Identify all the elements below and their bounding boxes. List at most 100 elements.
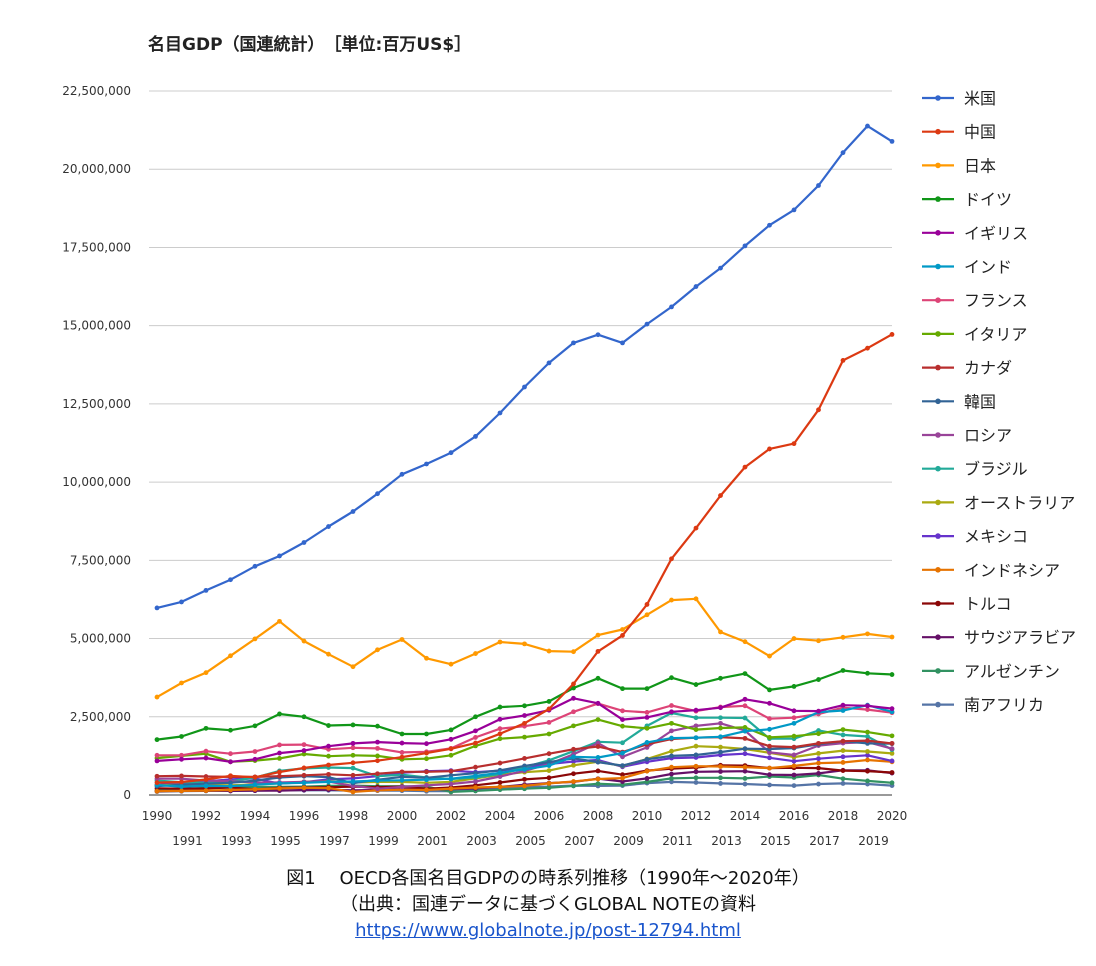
- data-point: [546, 731, 552, 737]
- data-point: [350, 664, 356, 670]
- data-point: [154, 758, 160, 764]
- x-tick-label: 2019: [858, 834, 889, 848]
- data-point: [865, 670, 870, 676]
- source-link[interactable]: https://www.globalnote.jp/post-12794.htm…: [355, 920, 741, 941]
- data-point: [620, 340, 625, 346]
- x-tick-label: 2015: [760, 834, 791, 848]
- data-point: [277, 773, 282, 779]
- data-point: [154, 605, 160, 611]
- data-point: [399, 784, 405, 790]
- data-point: [718, 675, 723, 681]
- series-lines: [154, 123, 895, 795]
- data-point: [644, 740, 650, 745]
- data-point: [718, 720, 723, 726]
- data-point: [179, 788, 184, 794]
- data-point: [816, 781, 821, 787]
- data-point: [424, 731, 429, 737]
- data-point: [203, 748, 209, 754]
- data-point: [889, 770, 895, 775]
- data-point: [350, 772, 356, 778]
- legend-marker: [935, 128, 941, 135]
- data-point: [252, 723, 258, 729]
- data-point: [326, 651, 331, 657]
- data-point: [448, 772, 454, 778]
- legend-item: ドイツ: [922, 190, 1012, 209]
- series-14: [154, 757, 895, 795]
- data-point: [179, 599, 184, 605]
- data-point: [595, 776, 601, 782]
- data-point: [742, 751, 748, 757]
- data-point: [473, 735, 478, 740]
- data-point: [546, 763, 552, 768]
- data-point: [228, 751, 233, 757]
- legend-marker: [935, 499, 941, 506]
- data-point: [620, 775, 625, 781]
- data-point: [350, 760, 356, 766]
- data-point: [791, 744, 797, 750]
- data-point: [179, 680, 184, 686]
- data-point: [889, 758, 895, 764]
- x-tick-label: 1996: [289, 809, 320, 823]
- data-point: [546, 648, 552, 654]
- legend-marker: [935, 331, 941, 337]
- data-point: [620, 750, 625, 756]
- data-point: [326, 753, 331, 759]
- data-point: [301, 638, 307, 644]
- series-line: [156, 124, 893, 609]
- data-point: [840, 357, 846, 363]
- legend-item: アルゼンチン: [922, 662, 1060, 681]
- data-point: [473, 773, 478, 779]
- data-point: [497, 784, 503, 790]
- data-point: [301, 772, 307, 778]
- legend-item: カナダ: [922, 359, 1012, 378]
- data-point: [203, 788, 209, 794]
- data-point: [865, 738, 870, 743]
- data-point: [497, 736, 503, 742]
- data-point: [179, 779, 184, 785]
- x-tick-label: 1993: [221, 834, 252, 848]
- legend-label: ブラジル: [964, 460, 1028, 479]
- series-line: [156, 597, 893, 699]
- data-point: [546, 720, 552, 725]
- data-point: [399, 740, 405, 746]
- x-tick-label: 2013: [711, 834, 742, 848]
- data-point: [693, 727, 699, 733]
- x-tick-label: 2004: [485, 809, 516, 823]
- data-point: [179, 752, 184, 758]
- data-point: [889, 750, 895, 756]
- data-point: [693, 715, 699, 721]
- legend-item: ロシア: [922, 426, 1012, 445]
- legend-marker: [935, 263, 941, 270]
- legend-label: サウジアラビア: [964, 628, 1076, 647]
- legend-label: インド: [964, 258, 1012, 277]
- data-point: [644, 715, 650, 720]
- data-point: [595, 740, 601, 746]
- data-point: [571, 340, 576, 346]
- data-point: [546, 768, 552, 773]
- data-point: [154, 737, 160, 743]
- data-point: [644, 602, 650, 607]
- data-point: [767, 772, 772, 778]
- data-point: [154, 694, 160, 700]
- data-point: [669, 304, 674, 310]
- data-point: [644, 686, 650, 692]
- data-point: [791, 441, 797, 447]
- data-point: [424, 787, 429, 793]
- data-point: [767, 782, 772, 788]
- data-point: [742, 764, 748, 770]
- data-point: [742, 715, 748, 721]
- legend-marker: [935, 162, 941, 169]
- legend-label: メキシコ: [964, 527, 1028, 546]
- line-chart: 0 2,500,000 5,000,000 7,500,000 10,000,000 12…: [62, 84, 1076, 848]
- data-point: [595, 781, 601, 787]
- data-point: [620, 717, 625, 722]
- data-point: [644, 776, 650, 781]
- data-point: [742, 728, 748, 734]
- data-point: [399, 777, 405, 783]
- data-point: [693, 723, 699, 729]
- data-point: [497, 770, 503, 776]
- data-point: [473, 728, 478, 734]
- data-point: [693, 596, 699, 602]
- data-point: [497, 639, 503, 645]
- data-point: [693, 682, 699, 687]
